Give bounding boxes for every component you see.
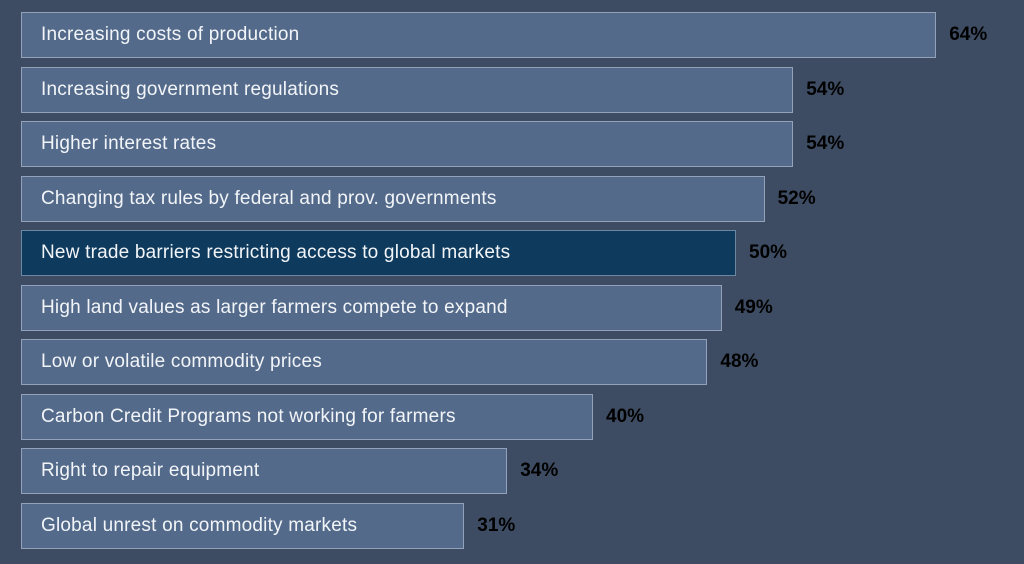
bar-category-label: Low or volatile commodity prices xyxy=(41,351,322,372)
bar-value-label: 49% xyxy=(734,296,773,318)
bar-value-label: 31% xyxy=(477,514,516,536)
bar: Low or volatile commodity prices xyxy=(21,339,708,385)
bar: Increasing costs of production xyxy=(21,12,937,58)
bar: Right to repair equipment xyxy=(21,448,508,494)
bar-highlighted: New trade barriers restricting access to… xyxy=(21,230,736,276)
bar-category-label: Right to repair equipment xyxy=(41,460,260,481)
bar-row: Increasing government regulations 54% xyxy=(21,66,1024,113)
bar-value-label: 54% xyxy=(806,133,845,154)
bar-category-label: High land values as larger farmers compe… xyxy=(41,296,508,318)
bar-category-label: Increasing costs of production xyxy=(41,24,300,45)
bar-row: Low or volatile commodity prices 48% xyxy=(21,339,1024,385)
bar-value-label: 50% xyxy=(749,242,788,263)
bar-value-label: 48% xyxy=(720,351,759,372)
bar: High land values as larger farmers compe… xyxy=(21,284,722,331)
bar: Changing tax rules by federal and prov. … xyxy=(21,175,765,222)
bar-category-label: Changing tax rules by federal and prov. … xyxy=(41,187,497,209)
bar-category-label: Carbon Credit Programs not working for f… xyxy=(41,405,456,427)
bar-row: Increasing costs of production 64% xyxy=(21,12,1024,58)
bar: Increasing government regulations xyxy=(21,66,794,113)
bar-value-label: 34% xyxy=(520,460,559,481)
bar-value-label: 64% xyxy=(949,24,988,45)
bar-row: New trade barriers restricting access to… xyxy=(21,230,1024,276)
bar: Carbon Credit Programs not working for f… xyxy=(21,393,593,440)
bar-row: Changing tax rules by federal and prov. … xyxy=(21,175,1024,222)
bar-row: Carbon Credit Programs not working for f… xyxy=(21,393,1024,440)
bar-value-label: 40% xyxy=(606,405,645,427)
bar-category-label: New trade barriers restricting access to… xyxy=(41,242,511,263)
bar-row: Higher interest rates 54% xyxy=(21,121,1024,167)
bar-row: Global unrest on commodity markets 31% xyxy=(21,502,1024,549)
bar: Higher interest rates xyxy=(21,121,794,167)
bar: Global unrest on commodity markets xyxy=(21,502,465,549)
bar-row: Right to repair equipment 34% xyxy=(21,448,1024,494)
bar-category-label: Higher interest rates xyxy=(41,133,217,154)
bar-category-label: Increasing government regulations xyxy=(41,78,340,100)
bar-category-label: Global unrest on commodity markets xyxy=(41,514,358,536)
bar-value-label: 54% xyxy=(806,78,845,100)
bar-row: High land values as larger farmers compe… xyxy=(21,284,1024,331)
bar-value-label: 52% xyxy=(777,187,816,209)
